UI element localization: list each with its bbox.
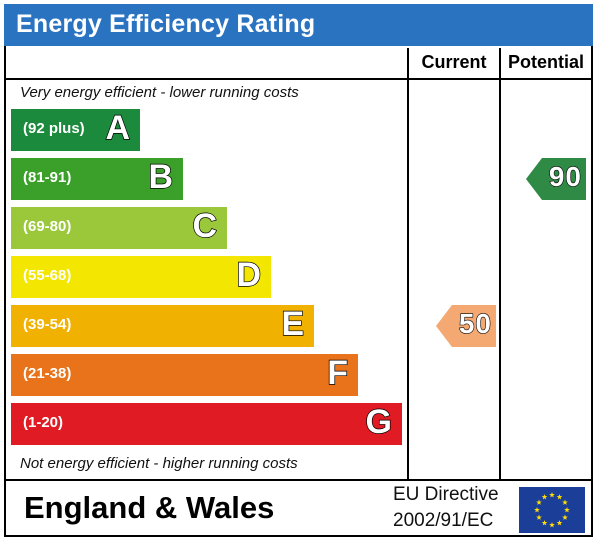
flag-star [564, 507, 570, 513]
band-a: (92 plus) A [11, 108, 140, 151]
band-c: (69-80) C [11, 206, 227, 249]
directive-line-2: 2002/91/EC [393, 510, 494, 531]
potential-rating-value: 90 [548, 160, 582, 192]
flag-star [541, 519, 548, 526]
flag-star [536, 499, 542, 505]
flag-star [534, 507, 540, 513]
potential-column-divider [499, 48, 501, 479]
header-bar: Energy Efficiency Rating [4, 4, 593, 46]
band-c-range: (69-80) [23, 218, 72, 235]
band-f-letter: F [327, 353, 349, 392]
band-c-letter: C [192, 206, 218, 245]
current-rating-value: 50 [458, 307, 492, 339]
band-e-letter: E [281, 304, 305, 343]
header-divider [4, 78, 593, 80]
current-column-header: Current [421, 52, 487, 72]
chart-title: Energy Efficiency Rating [16, 10, 316, 38]
band-g-range: (1-20) [23, 414, 64, 431]
band-g: (1-20) G [11, 402, 402, 445]
band-b: (81-91) B [11, 157, 183, 200]
band-d: (55-68) D [11, 255, 271, 298]
flag-star [536, 514, 542, 520]
band-f: (21-38) F [11, 353, 358, 396]
flag-star [549, 522, 555, 528]
potential-column-header: Potential [507, 52, 584, 72]
current-rating-indicator: 50 [436, 305, 496, 347]
band-b-letter: B [148, 157, 174, 196]
flag-star [556, 494, 563, 500]
footer-divider [4, 479, 593, 481]
band-e: (39-54) E [11, 304, 314, 347]
flag-star [541, 494, 548, 500]
flag-star [556, 519, 563, 526]
band-d-letter: D [236, 255, 262, 294]
band-b-range: (81-91) [23, 169, 72, 186]
current-arrow-shape [436, 305, 496, 347]
current-column-divider [407, 48, 409, 479]
band-e-range: (39-54) [23, 316, 72, 333]
potential-rating-indicator: 90 [526, 158, 586, 200]
top-note: Very energy efficient - lower running co… [20, 84, 299, 101]
directive-line-1: EU Directive [393, 484, 499, 505]
flag-star [562, 514, 568, 520]
bottom-note: Not energy efficient - higher running co… [20, 455, 298, 472]
flag-star [549, 492, 555, 498]
band-d-range: (55-68) [23, 267, 72, 284]
region-label: England & Wales [24, 490, 275, 525]
chart-frame [4, 46, 593, 537]
band-a-range: (92 plus) [23, 120, 85, 137]
eu-flag-icon [519, 487, 585, 533]
band-g-letter: G [365, 402, 393, 441]
flag-star [562, 499, 568, 505]
potential-arrow-shape [526, 158, 586, 200]
band-a-letter: A [105, 108, 131, 147]
band-f-range: (21-38) [23, 365, 72, 382]
